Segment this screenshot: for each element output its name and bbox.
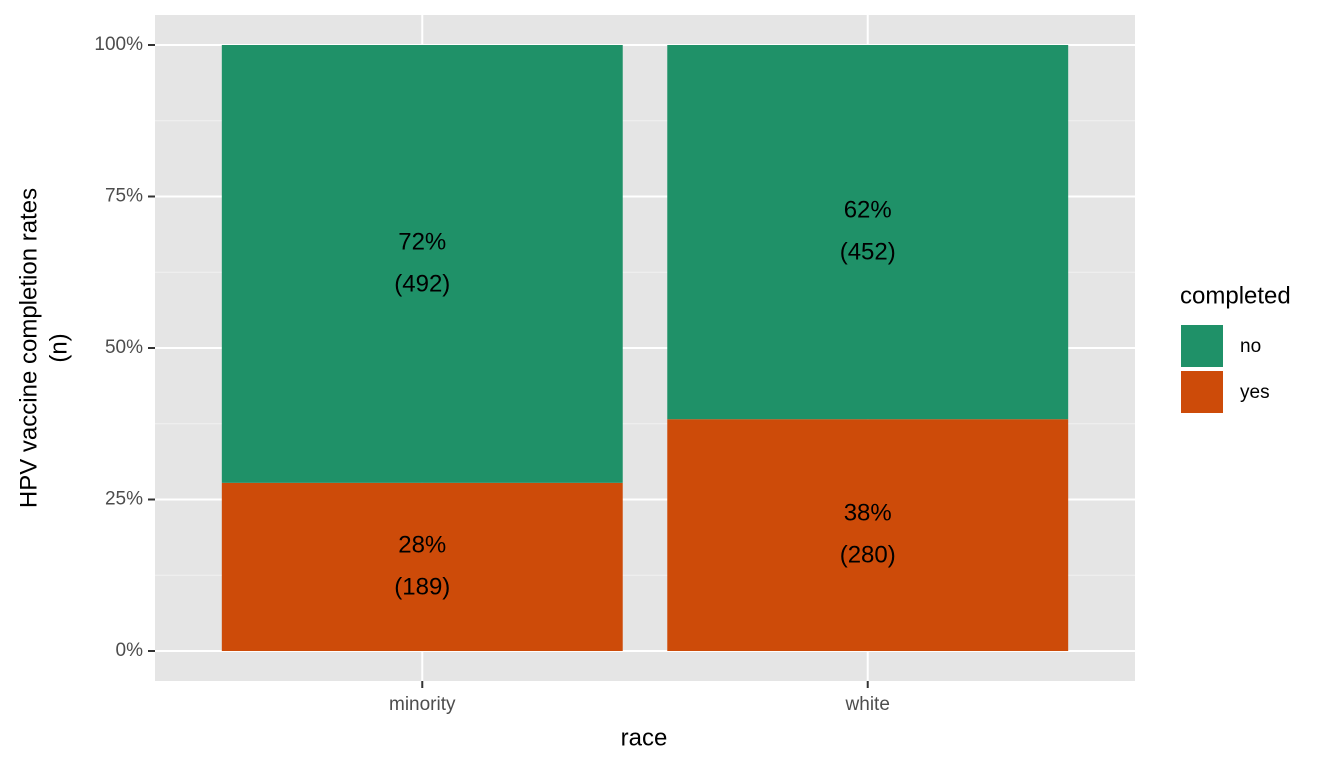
legend-key: [1181, 325, 1223, 367]
bar-segment: [667, 419, 1069, 652]
y-tick-label: 0%: [116, 640, 144, 661]
count-label: (280): [840, 541, 896, 568]
legend-label: no: [1240, 336, 1261, 357]
y-tick-label: 25%: [105, 489, 143, 510]
y-axis-title-line: (n): [45, 333, 72, 362]
y-axis-title-line: HPV vaccine completion rates: [15, 188, 42, 508]
count-label: (492): [394, 270, 450, 297]
legend-key: [1181, 371, 1223, 413]
value-label: 38%: [844, 499, 892, 526]
y-tick-label: 100%: [94, 34, 143, 55]
y-tick-label: 50%: [105, 337, 143, 358]
x-tick-label: white: [845, 694, 890, 715]
y-axis-title: HPV vaccine completion rates (n): [15, 188, 72, 508]
bar-segment: [221, 482, 623, 652]
x-tick-label: minority: [389, 694, 456, 715]
count-label: (189): [394, 573, 450, 600]
y-tick-label: 75%: [105, 186, 143, 207]
bar-segment: [221, 44, 623, 483]
legend-label: yes: [1240, 382, 1270, 403]
x-axis-title: race: [621, 724, 668, 751]
count-label: (452): [840, 238, 896, 265]
legend-title: completed: [1180, 282, 1291, 309]
bar-segment: [667, 44, 1069, 420]
value-label: 28%: [398, 531, 446, 558]
value-label: 62%: [844, 196, 892, 223]
value-label: 72%: [398, 228, 446, 255]
